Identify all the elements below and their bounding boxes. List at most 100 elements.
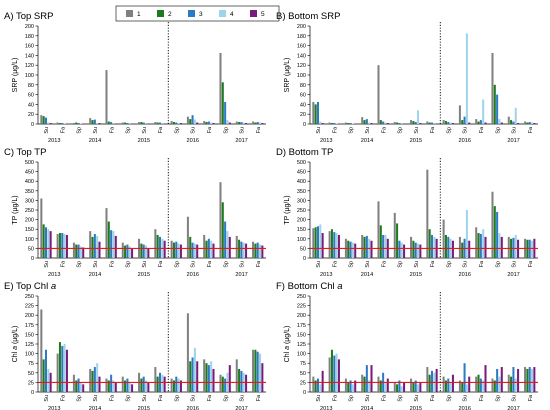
bar: [479, 234, 482, 258]
bar: [354, 380, 357, 392]
bar: [498, 119, 501, 124]
y-tick-label: 225: [25, 304, 34, 310]
season-label: Su: [44, 395, 50, 402]
season-label: Su: [142, 395, 148, 402]
bar: [221, 202, 224, 258]
y-tick-label: 250: [297, 208, 306, 214]
year-label: 2013: [48, 138, 60, 144]
bar: [121, 376, 124, 392]
bar: [347, 382, 350, 392]
year-label: 2013: [48, 272, 60, 278]
bar: [398, 123, 401, 124]
bar: [186, 216, 189, 258]
season-label: Su: [463, 395, 469, 402]
bar: [145, 245, 148, 258]
year-label: 2013: [320, 406, 332, 410]
bar: [145, 123, 148, 124]
panel-e: E) Top Chl a Chl a (µg/L) 0 25 50 75 100 125 150…: [4, 281, 266, 410]
year-label: 2015: [138, 272, 150, 278]
bar: [212, 123, 215, 124]
bar: [212, 243, 215, 258]
season-label: Su: [44, 261, 50, 268]
bar: [435, 368, 438, 392]
season-label: Sp: [398, 261, 404, 268]
bar: [240, 241, 243, 258]
season-label: Fa: [158, 261, 164, 267]
bar: [500, 367, 503, 392]
bar: [235, 121, 238, 124]
bar: [158, 236, 162, 258]
bar: [261, 245, 264, 258]
bar: [245, 243, 248, 258]
bar: [161, 374, 164, 392]
y-tick-label: 200: [25, 218, 34, 224]
year-label: 2015: [410, 272, 422, 278]
bar: [500, 122, 503, 124]
bar: [179, 244, 182, 258]
bar: [379, 225, 382, 258]
y-tick-label: 160: [25, 44, 34, 50]
bar: [110, 122, 113, 124]
bar: [477, 233, 480, 258]
season-label: Fa: [158, 395, 164, 401]
bar: [517, 368, 520, 392]
season-label: Fa: [430, 395, 436, 401]
bar: [191, 115, 194, 124]
year-label: 2016: [458, 138, 470, 144]
season-label: Su: [316, 261, 322, 268]
bar: [398, 380, 401, 392]
bar: [58, 342, 61, 392]
bar: [203, 234, 206, 258]
y-tick-label: 140: [297, 53, 306, 59]
bar: [156, 234, 159, 258]
season-label: Su: [240, 395, 246, 402]
bar: [49, 231, 52, 258]
season-label: Fa: [60, 395, 66, 401]
y-axis-label: Chl a (µg/L): [12, 326, 19, 363]
y-tick-label: 40: [300, 102, 306, 108]
bar: [347, 240, 350, 258]
bar: [186, 116, 189, 124]
bar: [221, 376, 224, 392]
y-tick-label: 140: [25, 53, 34, 59]
bar: [451, 240, 454, 258]
bar: [256, 242, 259, 258]
bar: [412, 121, 415, 124]
season-label: Fa: [430, 261, 436, 267]
y-tick-label: 450: [25, 170, 34, 176]
bar: [121, 122, 124, 124]
bar: [531, 240, 534, 258]
y-tick-label: 500: [297, 160, 306, 166]
season-label: Fa: [528, 395, 534, 401]
bar: [89, 231, 92, 258]
season-label: Sp: [446, 127, 452, 134]
bar: [419, 382, 422, 392]
bar: [205, 240, 208, 258]
season-label: Fa: [332, 127, 338, 133]
bar: [77, 123, 80, 124]
bar: [121, 242, 124, 258]
bar: [363, 376, 366, 392]
bar: [254, 349, 257, 392]
bar: [517, 123, 520, 124]
bar: [145, 380, 148, 392]
bar: [261, 123, 264, 124]
bar: [491, 52, 494, 125]
bar: [484, 365, 487, 392]
bar: [98, 123, 101, 124]
bar: [444, 234, 447, 258]
season-label: Sp: [126, 127, 132, 134]
season-label: Su: [414, 127, 420, 134]
bar: [400, 123, 403, 124]
bar: [417, 384, 420, 392]
season-label: Sp: [349, 395, 355, 402]
bar: [344, 122, 347, 124]
year-label: 2017: [507, 406, 519, 410]
bar: [449, 382, 452, 392]
y-tick-label: 450: [297, 170, 306, 176]
season-label: Su: [142, 261, 148, 268]
bar: [328, 231, 331, 258]
bar: [205, 122, 208, 124]
bar: [58, 123, 61, 124]
bar: [82, 384, 85, 392]
